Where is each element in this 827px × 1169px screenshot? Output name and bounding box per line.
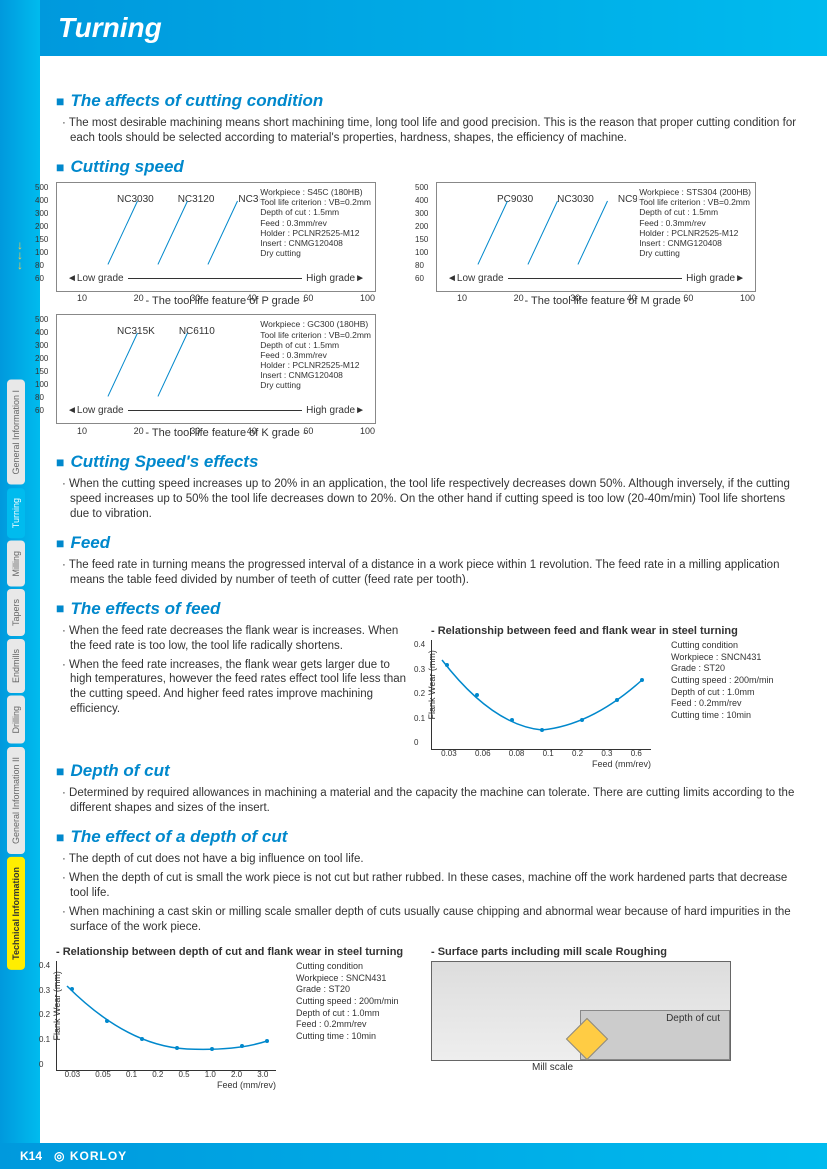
chart-p-y: 5004003002001501008060 [35, 183, 48, 287]
chart-m: 5004003002001501008060 PC9030NC3030NC902… [436, 182, 756, 292]
section-feed-effects-title: The effects of feed [56, 598, 807, 620]
depth-flank-cond: Cutting conditionWorkpiece : SNCN431Grad… [296, 961, 399, 1043]
page-footer: K14 ◎ KORLOY [0, 1143, 827, 1169]
feed-flank-title: - Relationship between feed and flank we… [431, 624, 807, 638]
chart-p-x: 1020304060100 [77, 293, 375, 305]
depth-flank-chart: Flank Wear (mm) Feed (mm/rev) 0.40.30.20… [56, 961, 276, 1071]
roughing-title: - Surface parts including mill scale Rou… [431, 945, 807, 959]
depth-flank-title: - Relationship between depth of cut and … [56, 945, 411, 959]
feed-text: The feed rate in turning means the progr… [62, 558, 807, 588]
tab-tapers[interactable]: Tapers [7, 589, 25, 636]
chart-p-lowhigh: ◄Low gradeHigh grade► [67, 272, 365, 285]
section-depth-title: Depth of cut [56, 760, 807, 782]
page-number: K14 [20, 1149, 42, 1163]
tab-general-i[interactable]: General Information I [7, 380, 25, 485]
brand-logo: ◎ KORLOY [54, 1149, 127, 1163]
bottom-charts-row: - Relationship between depth of cut and … [56, 945, 807, 1071]
feed-effects-row: When the feed rate decreases the flank w… [56, 624, 807, 750]
toollife-charts-row1: 5004003002001501008060 NC3030NC3120NC301… [56, 182, 807, 308]
sidebar-tabs: General Information I Turning Milling Ta… [7, 380, 33, 973]
page-title: Turning [58, 12, 162, 44]
chart-p-grade: 5004003002001501008060 NC3030NC3120NC301… [56, 182, 396, 308]
tab-milling[interactable]: Milling [7, 541, 25, 587]
section-depth-effect-title: The effect of a depth of cut [56, 826, 807, 848]
chart-p-info: Workpiece : S45C (180HB)Tool life criter… [258, 185, 373, 260]
feed-effects-b1: When the feed rate decreases the flank w… [62, 624, 411, 654]
feed-effects-b2: When the feed rate increases, the flank … [62, 658, 411, 718]
section-feed-title: Feed [56, 532, 807, 554]
toollife-charts-row2: 5004003002001501008060 NC315KNC6110 Work… [56, 314, 807, 440]
main-content: The affects of cutting condition The mos… [56, 80, 807, 1071]
section-affects-title: The affects of cutting condition [56, 90, 807, 112]
section-speed-effects-title: Cutting Speed's effects [56, 451, 807, 473]
feed-flank-chart: Flank Wear (mm) Feed (mm/rev) 0.40.30.20… [431, 640, 651, 750]
tab-turning[interactable]: Turning [7, 488, 25, 538]
tab-drilling[interactable]: Drilling [7, 696, 25, 744]
chart-m-grade: 5004003002001501008060 PC9030NC3030NC902… [436, 182, 776, 308]
chart-k-grade: 5004003002001501008060 NC315KNC6110 Work… [56, 314, 396, 440]
depth-effect-b2: When the depth of cut is small the work … [62, 871, 807, 901]
page-header: Turning [40, 0, 827, 56]
speed-effects-text: When the cutting speed increases up to 2… [62, 477, 807, 522]
depth-effect-b1: The depth of cut does not have a big inf… [62, 852, 807, 867]
depth-text: Determined by required allowances in mac… [62, 786, 807, 816]
tab-technical[interactable]: Technical Information [7, 857, 25, 970]
chart-k: 5004003002001501008060 NC315KNC6110 Work… [56, 314, 376, 424]
depth-effect-b3: When machining a cast skin or milling sc… [62, 905, 807, 935]
feed-flank-cond: Cutting conditionWorkpiece : SNCN431Grad… [671, 640, 774, 722]
tab-general-ii[interactable]: General Information II [7, 747, 25, 854]
roughing-diagram: Depth of cut Mill scale [431, 961, 731, 1061]
affects-text: The most desirable machining means short… [62, 116, 807, 146]
chart-p: 5004003002001501008060 NC3030NC3120NC301… [56, 182, 376, 292]
left-rail: ↓↓↓ General Information I Turning Millin… [0, 0, 40, 1169]
section-cutting-speed-title: Cutting speed [56, 156, 807, 178]
chart-p-grades: NC3030NC3120NC3010 [117, 193, 275, 206]
tab-endmills[interactable]: Endmills [7, 639, 25, 693]
rail-arrows: ↓↓↓ [17, 240, 23, 270]
